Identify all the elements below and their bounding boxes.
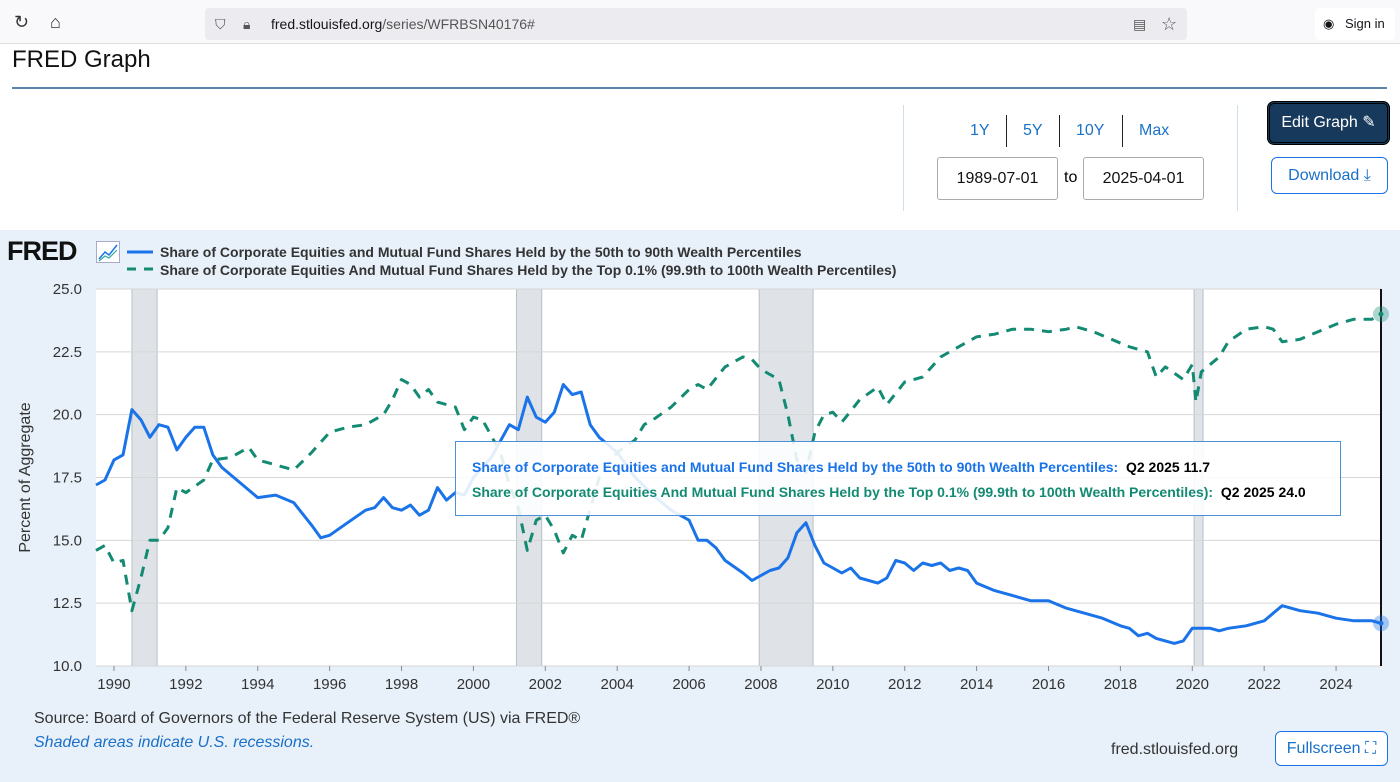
fullscreen-button[interactable]: Fullscreen ⛶ (1275, 731, 1388, 766)
to-label: to (1064, 169, 1078, 186)
reader-view-icon[interactable]: ▤ (1133, 16, 1147, 32)
legend-series1[interactable]: Share of Corporate Equities and Mutual F… (160, 244, 802, 260)
reload-icon[interactable]: ↻ (14, 12, 30, 32)
fullscreen-icon: ⛶ (1365, 740, 1377, 757)
x-tick-label: 1994 (241, 676, 274, 693)
edit-graph-label: Edit Graph (1281, 114, 1358, 131)
recession-note: Shaded areas indicate U.S. recessions. (34, 734, 315, 751)
y-tick-label: 15.0 (53, 532, 82, 549)
sign-in-label: Sign in (1345, 16, 1385, 31)
divider (903, 105, 904, 211)
y-tick-label: 10.0 (53, 658, 82, 675)
download-label: Download (1288, 167, 1360, 184)
download-button[interactable]: Download ⤓ (1271, 157, 1388, 194)
address-bar[interactable]: ⛉ 🔒︎ fred.stlouisfed.org/series/WFRBSN40… (205, 8, 1187, 40)
x-tick-label: 2016 (1032, 676, 1065, 693)
range-max-button[interactable]: Max (1139, 122, 1170, 139)
account-icon: ◉ (1323, 16, 1335, 31)
tooltip-series1-label: Share of Corporate Equities and Mutual F… (472, 459, 1119, 475)
shield-icon: ⛉ (215, 16, 226, 32)
x-tick-label: 2012 (888, 676, 921, 693)
x-tick-label: 2006 (672, 676, 705, 693)
chart-tooltip: Share of Corporate Equities and Mutual F… (455, 441, 1341, 516)
fred-logo: FRED (7, 236, 77, 267)
browser-toolbar: ↻ ⌂ ⛉ 🔒︎ fred.stlouisfed.org/series/WFRB… (0, 0, 1400, 44)
series-marker (1378, 620, 1384, 626)
x-tick-label: 2002 (529, 676, 562, 693)
url-path: /series/WFRBSN40176# (382, 16, 535, 32)
x-tick-label: 2008 (744, 676, 777, 693)
divider (1237, 105, 1238, 211)
url-host: fred.stlouisfed.org (271, 16, 383, 32)
fred-logo-text: FRED (7, 236, 77, 266)
home-icon[interactable]: ⌂ (50, 12, 61, 32)
site-credit: fred.stlouisfed.org (1111, 741, 1239, 758)
divider (1059, 115, 1060, 147)
x-tick-label: 2014 (960, 676, 993, 693)
x-tick-label: 1992 (169, 676, 202, 693)
series-line-2 (95, 312, 1382, 613)
range-10y-button[interactable]: 10Y (1076, 122, 1105, 139)
edit-icon: ✎ (1362, 114, 1376, 131)
y-tick-label: 17.5 (53, 470, 82, 487)
fullscreen-label: Fullscreen (1286, 740, 1361, 757)
source-note: Source: Board of Governors of the Federa… (34, 710, 581, 727)
divider (12, 87, 1387, 89)
y-axis-label: Percent of Aggregate (17, 402, 34, 552)
page-title: FRED Graph (12, 46, 151, 73)
divider (1006, 115, 1007, 147)
bookmark-star-icon[interactable]: ☆ (1161, 14, 1178, 34)
y-tick-label: 20.0 (53, 407, 82, 424)
y-tick-label: 25.0 (53, 281, 82, 298)
edit-graph-button[interactable]: Edit Graph ✎ (1267, 101, 1390, 145)
x-tick-label: 2018 (1104, 676, 1137, 693)
x-tick-label: 2004 (601, 676, 634, 693)
x-tick-label: 1996 (313, 676, 346, 693)
x-tick-label: 1998 (385, 676, 418, 693)
chart-logo-icon (96, 241, 120, 263)
range-1y-button[interactable]: 1Y (970, 122, 990, 139)
start-date-input[interactable]: 1989-07-01 (937, 157, 1058, 200)
y-tick-label: 12.5 (53, 595, 82, 612)
series-marker (1378, 311, 1384, 317)
x-tick-label: 2000 (457, 676, 490, 693)
legend-series2[interactable]: Share of Corporate Equities And Mutual F… (160, 262, 897, 278)
sign-in-button[interactable]: ◉ Sign in (1315, 8, 1395, 40)
lock-icon: 🔒︎ (243, 16, 251, 32)
range-5y-button[interactable]: 5Y (1023, 122, 1043, 139)
divider (1122, 115, 1123, 147)
tooltip-series1-value: Q2 2025 11.7 (1125, 459, 1211, 475)
x-tick-label: 2020 (1176, 676, 1209, 693)
x-tick-label: 2010 (816, 676, 849, 693)
y-tick-label: 22.5 (53, 344, 82, 361)
x-tick-label: 2022 (1247, 676, 1280, 693)
series-line-1 (95, 383, 1382, 645)
x-tick-label: 1990 (97, 676, 130, 693)
legend-swatches (127, 250, 153, 271)
end-date-input[interactable]: 2025-04-01 (1083, 157, 1204, 200)
tooltip-series2-value: Q2 2025 24.0 (1220, 484, 1306, 500)
tooltip-series2-label: Share of Corporate Equities And Mutual F… (472, 484, 1214, 500)
x-tick-label: 2024 (1319, 676, 1352, 693)
download-icon: ⤓ (1363, 167, 1371, 184)
